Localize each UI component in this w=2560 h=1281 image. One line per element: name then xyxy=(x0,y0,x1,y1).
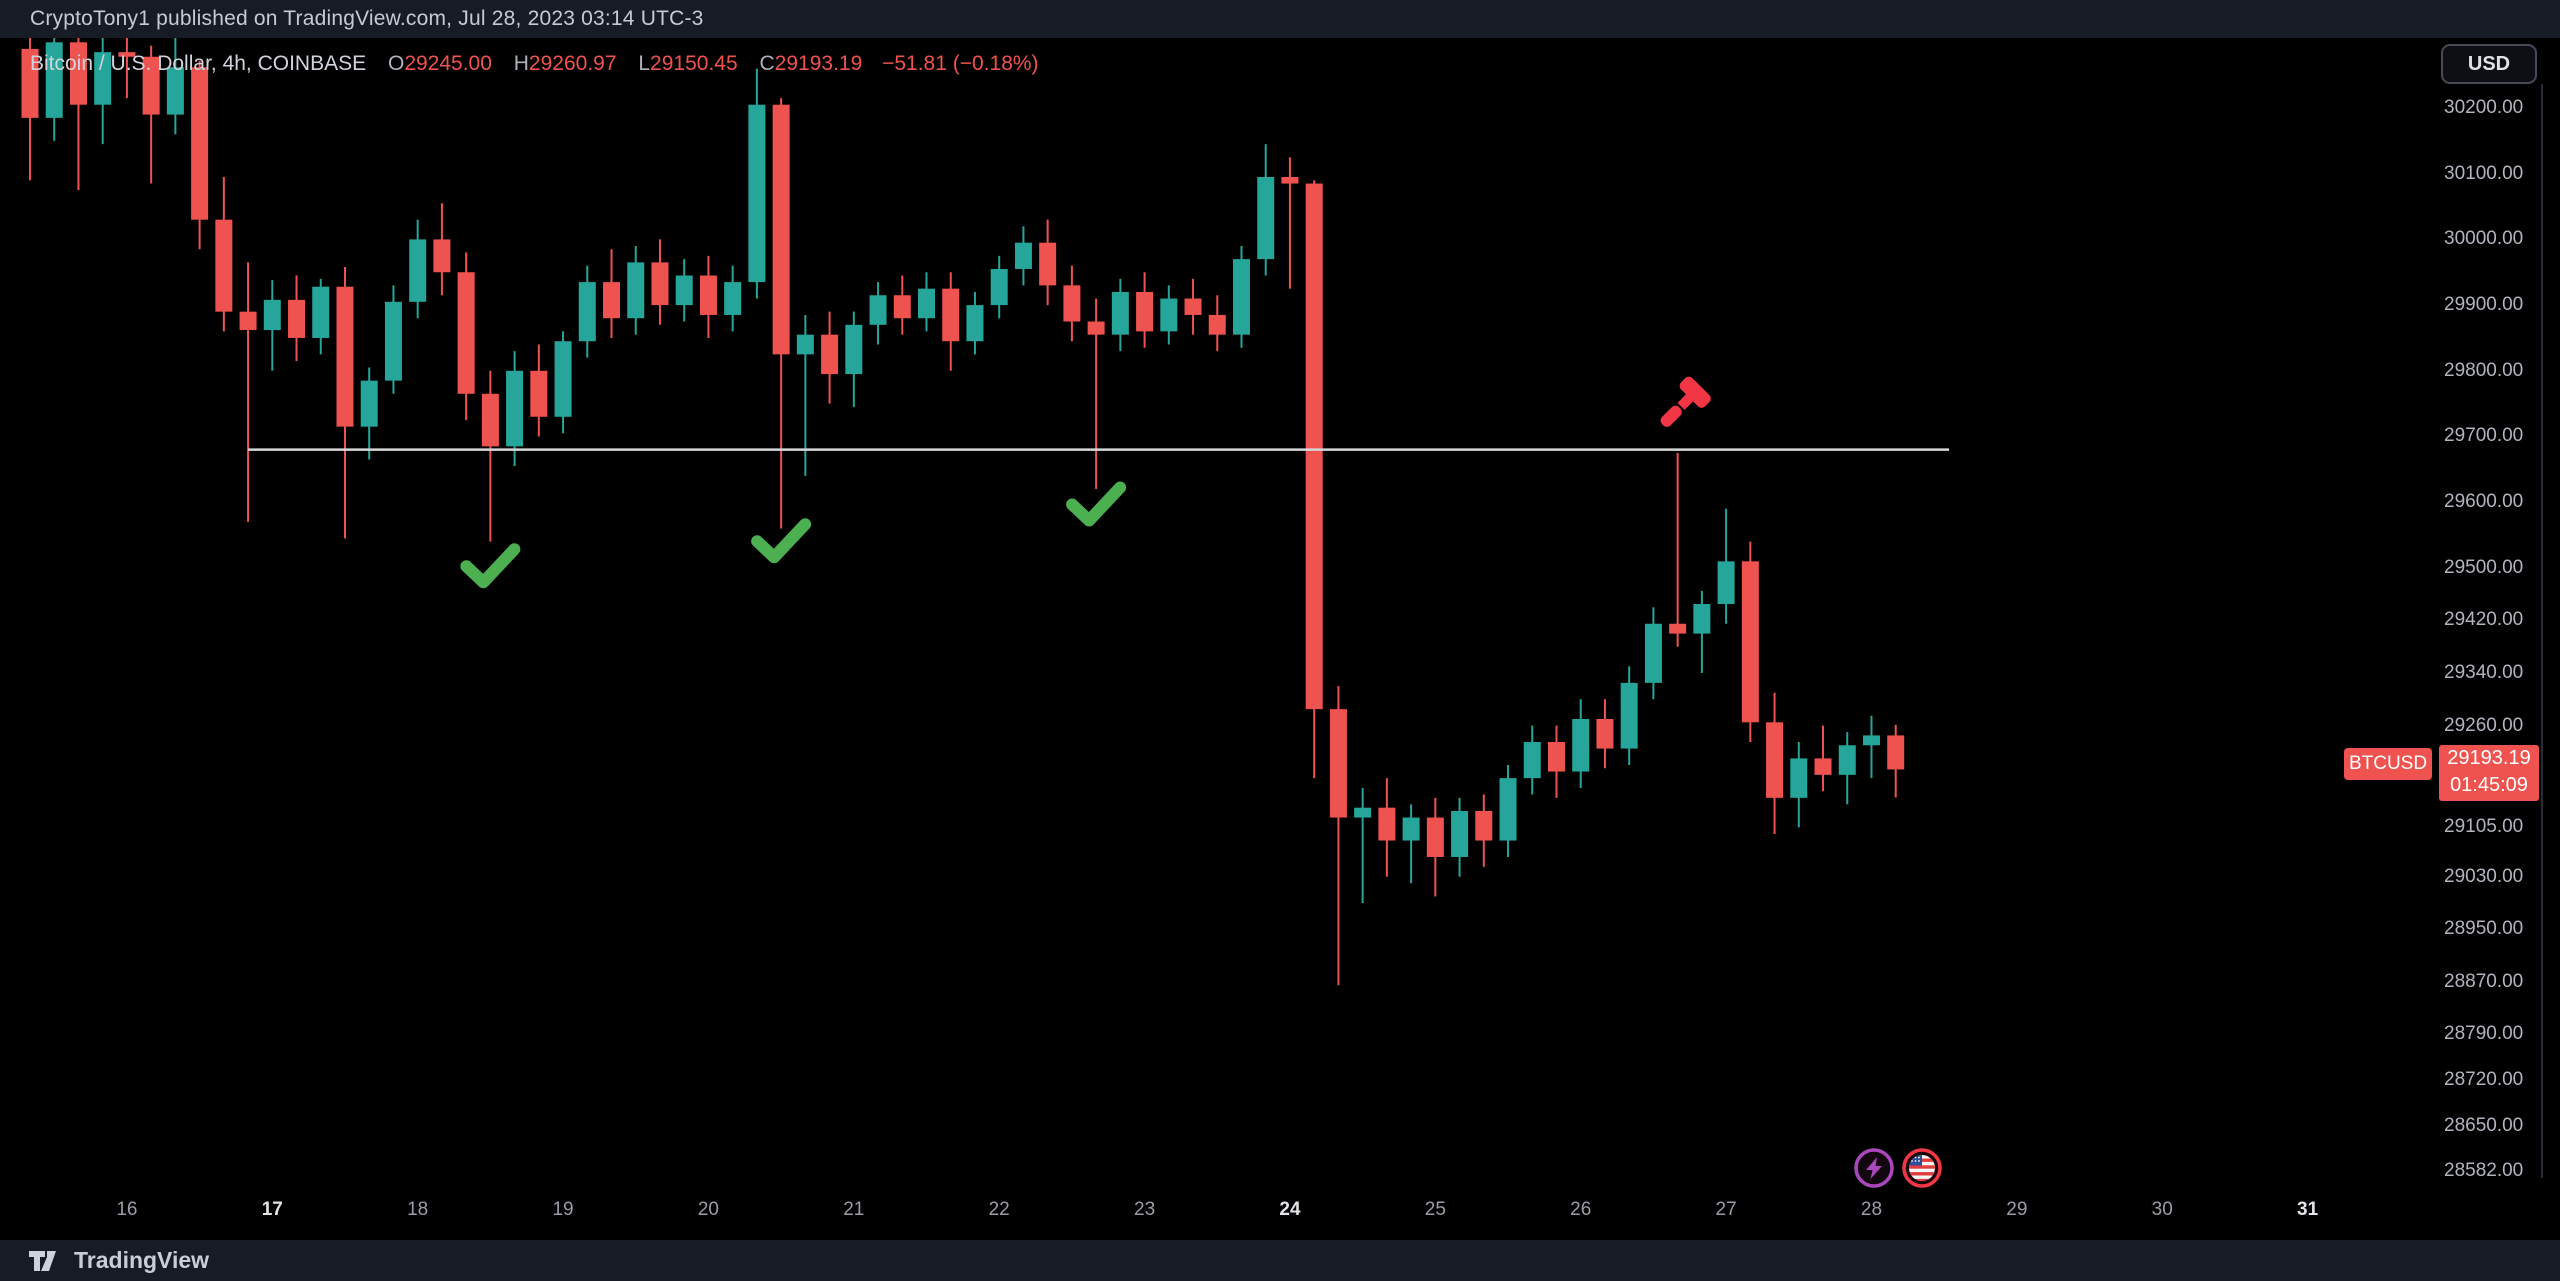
check-mark-icon[interactable] xyxy=(1066,481,1127,527)
price-tick: 28950.00 xyxy=(2444,918,2524,940)
legend-open-value: 29245.00 xyxy=(404,52,492,75)
price-tick: 28870.00 xyxy=(2444,970,2524,992)
tradingview-wordmark[interactable]: TradingView xyxy=(74,1247,210,1273)
time-tick: 31 xyxy=(2297,1199,2319,1220)
legend-close-value: 29193.19 xyxy=(774,52,863,75)
time-tick: 23 xyxy=(1134,1199,1156,1220)
price-axis-edge-line xyxy=(2541,84,2543,1178)
legend-close-label: C xyxy=(759,52,775,75)
currency-toggle-button[interactable]: USD xyxy=(2441,44,2537,84)
time-tick: 27 xyxy=(1715,1199,1737,1220)
price-tick: 30000.00 xyxy=(2444,228,2524,250)
last-price-tag: 29193.19 01:45:09 xyxy=(2439,745,2539,801)
time-tick: 24 xyxy=(1279,1199,1301,1220)
price-tick: 30100.00 xyxy=(2444,162,2524,184)
price-tick: 29600.00 xyxy=(2444,491,2524,513)
price-tick: 29800.00 xyxy=(2444,359,2524,381)
candle-countdown: 01:45:09 xyxy=(2450,774,2528,796)
footer-bar: TradingView xyxy=(0,1240,2560,1281)
price-tick: 29700.00 xyxy=(2444,425,2524,447)
price-tick: 28650.00 xyxy=(2444,1115,2524,1137)
legend-high-label: H xyxy=(513,52,529,75)
tradingview-logo-icon[interactable] xyxy=(28,1248,62,1274)
price-tick: 29500.00 xyxy=(2444,556,2524,578)
legend-low-label: L xyxy=(638,52,651,75)
time-tick: 17 xyxy=(261,1199,283,1220)
price-tick: 29105.00 xyxy=(2444,816,2524,838)
last-price-value: 29193.19 xyxy=(2447,747,2531,769)
time-tick: 18 xyxy=(407,1199,429,1220)
time-tick: 28 xyxy=(1860,1199,1883,1220)
legend-change-value: −51.81 (−0.18%) xyxy=(882,52,1039,75)
price-tick: 29900.00 xyxy=(2444,294,2524,316)
lightning-event-icon[interactable] xyxy=(1853,1147,1895,1194)
legend-low-value: 29150.45 xyxy=(650,52,738,75)
time-tick: 19 xyxy=(552,1199,574,1220)
legend-open-label: O xyxy=(387,52,405,75)
time-tick: 21 xyxy=(843,1199,865,1220)
time-tick: 22 xyxy=(988,1199,1010,1220)
check-mark-icon[interactable] xyxy=(751,518,812,564)
price-tick: 29260.00 xyxy=(2444,714,2524,736)
candlestick-series xyxy=(21,38,1905,986)
price-tick: 28582.00 xyxy=(2444,1160,2524,1181)
time-axis[interactable]: 16 17 18 19 20 21 22 23 24 25 26 27 28 29 30 31 xyxy=(0,1185,2435,1240)
price-tick: 29340.00 xyxy=(2444,662,2524,683)
time-tick: 25 xyxy=(1424,1199,1446,1220)
publish-header-text: CryptoTony1 published on TradingView.com… xyxy=(30,7,704,30)
symbol-price-label: BTCUSD xyxy=(2344,748,2432,780)
time-tick: 30 xyxy=(2151,1199,2173,1220)
gavel-icon[interactable] xyxy=(1651,375,1713,437)
price-tick: 28790.00 xyxy=(2444,1023,2524,1045)
legend-symbol-text[interactable]: Bitcoin / U.S. Dollar, 4h, COINBASE xyxy=(30,52,367,75)
time-tick: 16 xyxy=(116,1199,138,1220)
us-flag-event-icon[interactable] xyxy=(1901,1147,1943,1194)
price-tick: 30200.00 xyxy=(2444,97,2524,118)
price-axis[interactable]: USD 30200.00 30100.00 30000.00 29900.00 2980… xyxy=(2435,0,2560,1281)
time-tick: 20 xyxy=(697,1199,720,1220)
price-tick: 29420.00 xyxy=(2444,609,2524,631)
publish-header-bar: CryptoTony1 published on TradingView.com… xyxy=(0,0,2560,38)
time-tick: 26 xyxy=(1570,1199,1592,1220)
legend-high-value: 29260.97 xyxy=(528,52,617,75)
check-mark-icon[interactable] xyxy=(460,543,521,589)
time-tick: 29 xyxy=(2006,1199,2028,1220)
price-tick: 29030.00 xyxy=(2444,865,2524,887)
price-tick: 28720.00 xyxy=(2444,1069,2524,1091)
symbol-legend[interactable]: Bitcoin / U.S. Dollar, 4h, COINBASE O292… xyxy=(30,52,1039,76)
